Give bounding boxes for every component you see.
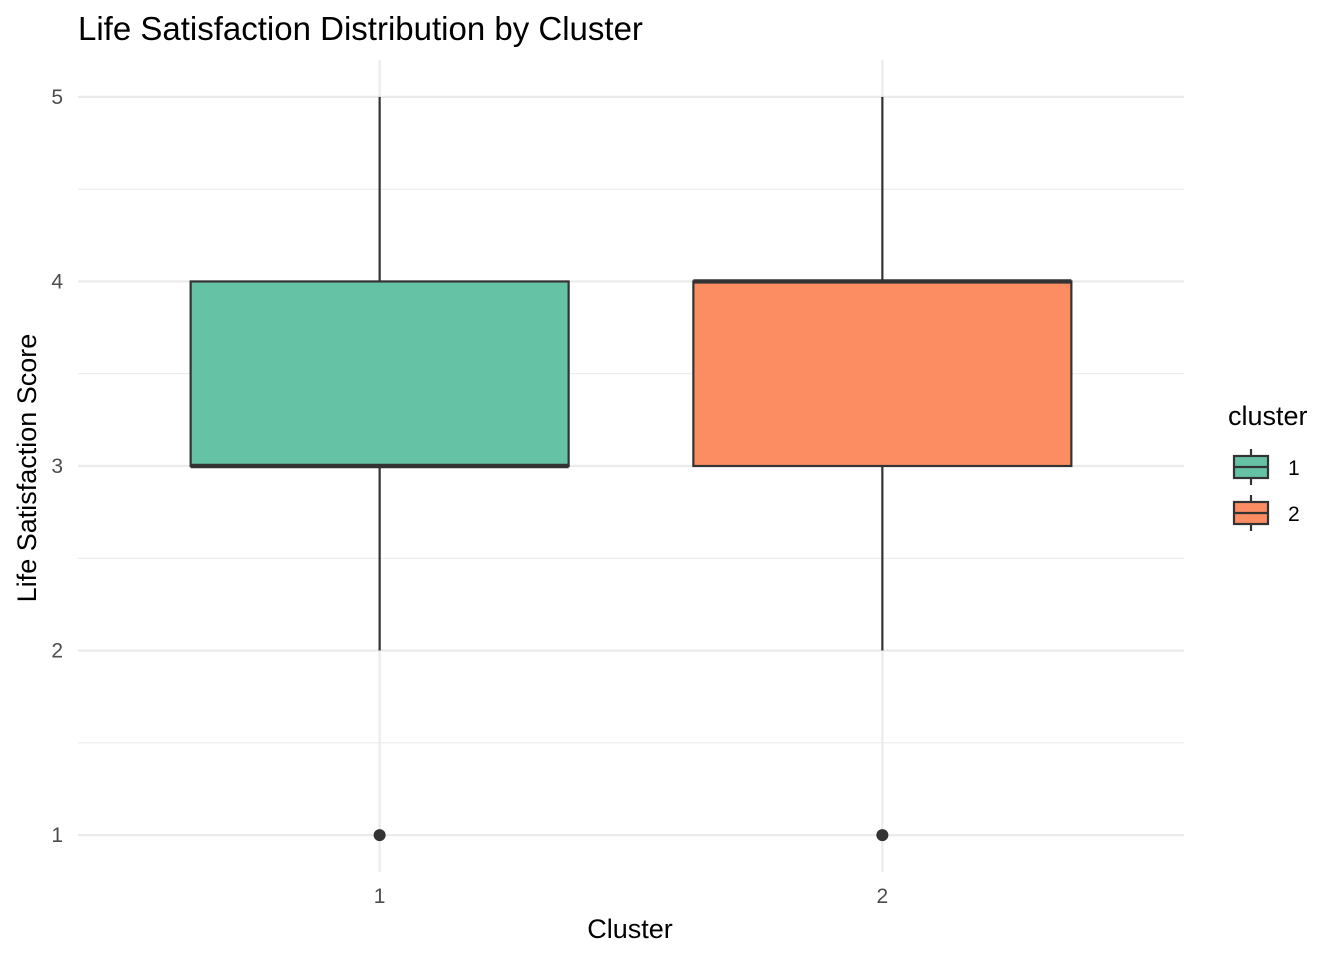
y-tick-label: 1 — [51, 824, 63, 847]
x-tick-label: 1 — [374, 885, 386, 908]
box-cluster-1 — [189, 96, 570, 842]
y-tick-label: 2 — [51, 640, 63, 663]
y-tick-label: 5 — [51, 86, 63, 109]
y-tick-label: 4 — [51, 270, 63, 293]
boxes — [189, 96, 1073, 842]
legend-keys: 12 — [1232, 449, 1300, 531]
outlier-point — [876, 829, 889, 842]
chart-title: Life Satisfaction Distribution by Cluste… — [78, 10, 643, 47]
legend-label: 2 — [1288, 503, 1300, 526]
legend-item-2: 2 — [1232, 495, 1300, 531]
y-tick-label: 3 — [51, 455, 63, 478]
box — [189, 280, 570, 468]
x-axis-title: Cluster — [587, 914, 673, 944]
tick-labels: 1 2 3 4 5 1 2 — [51, 86, 888, 908]
outlier-point — [373, 829, 386, 842]
legend-title: cluster — [1228, 401, 1308, 431]
legend-item-1: 1 — [1232, 449, 1300, 485]
box — [692, 280, 1073, 468]
y-axis-title: Life Satisfaction Score — [12, 334, 42, 603]
legend-label: 1 — [1288, 457, 1300, 480]
x-tick-label: 2 — [877, 885, 889, 908]
box-cluster-2 — [692, 96, 1073, 842]
legend: cluster 12 — [1228, 401, 1308, 531]
